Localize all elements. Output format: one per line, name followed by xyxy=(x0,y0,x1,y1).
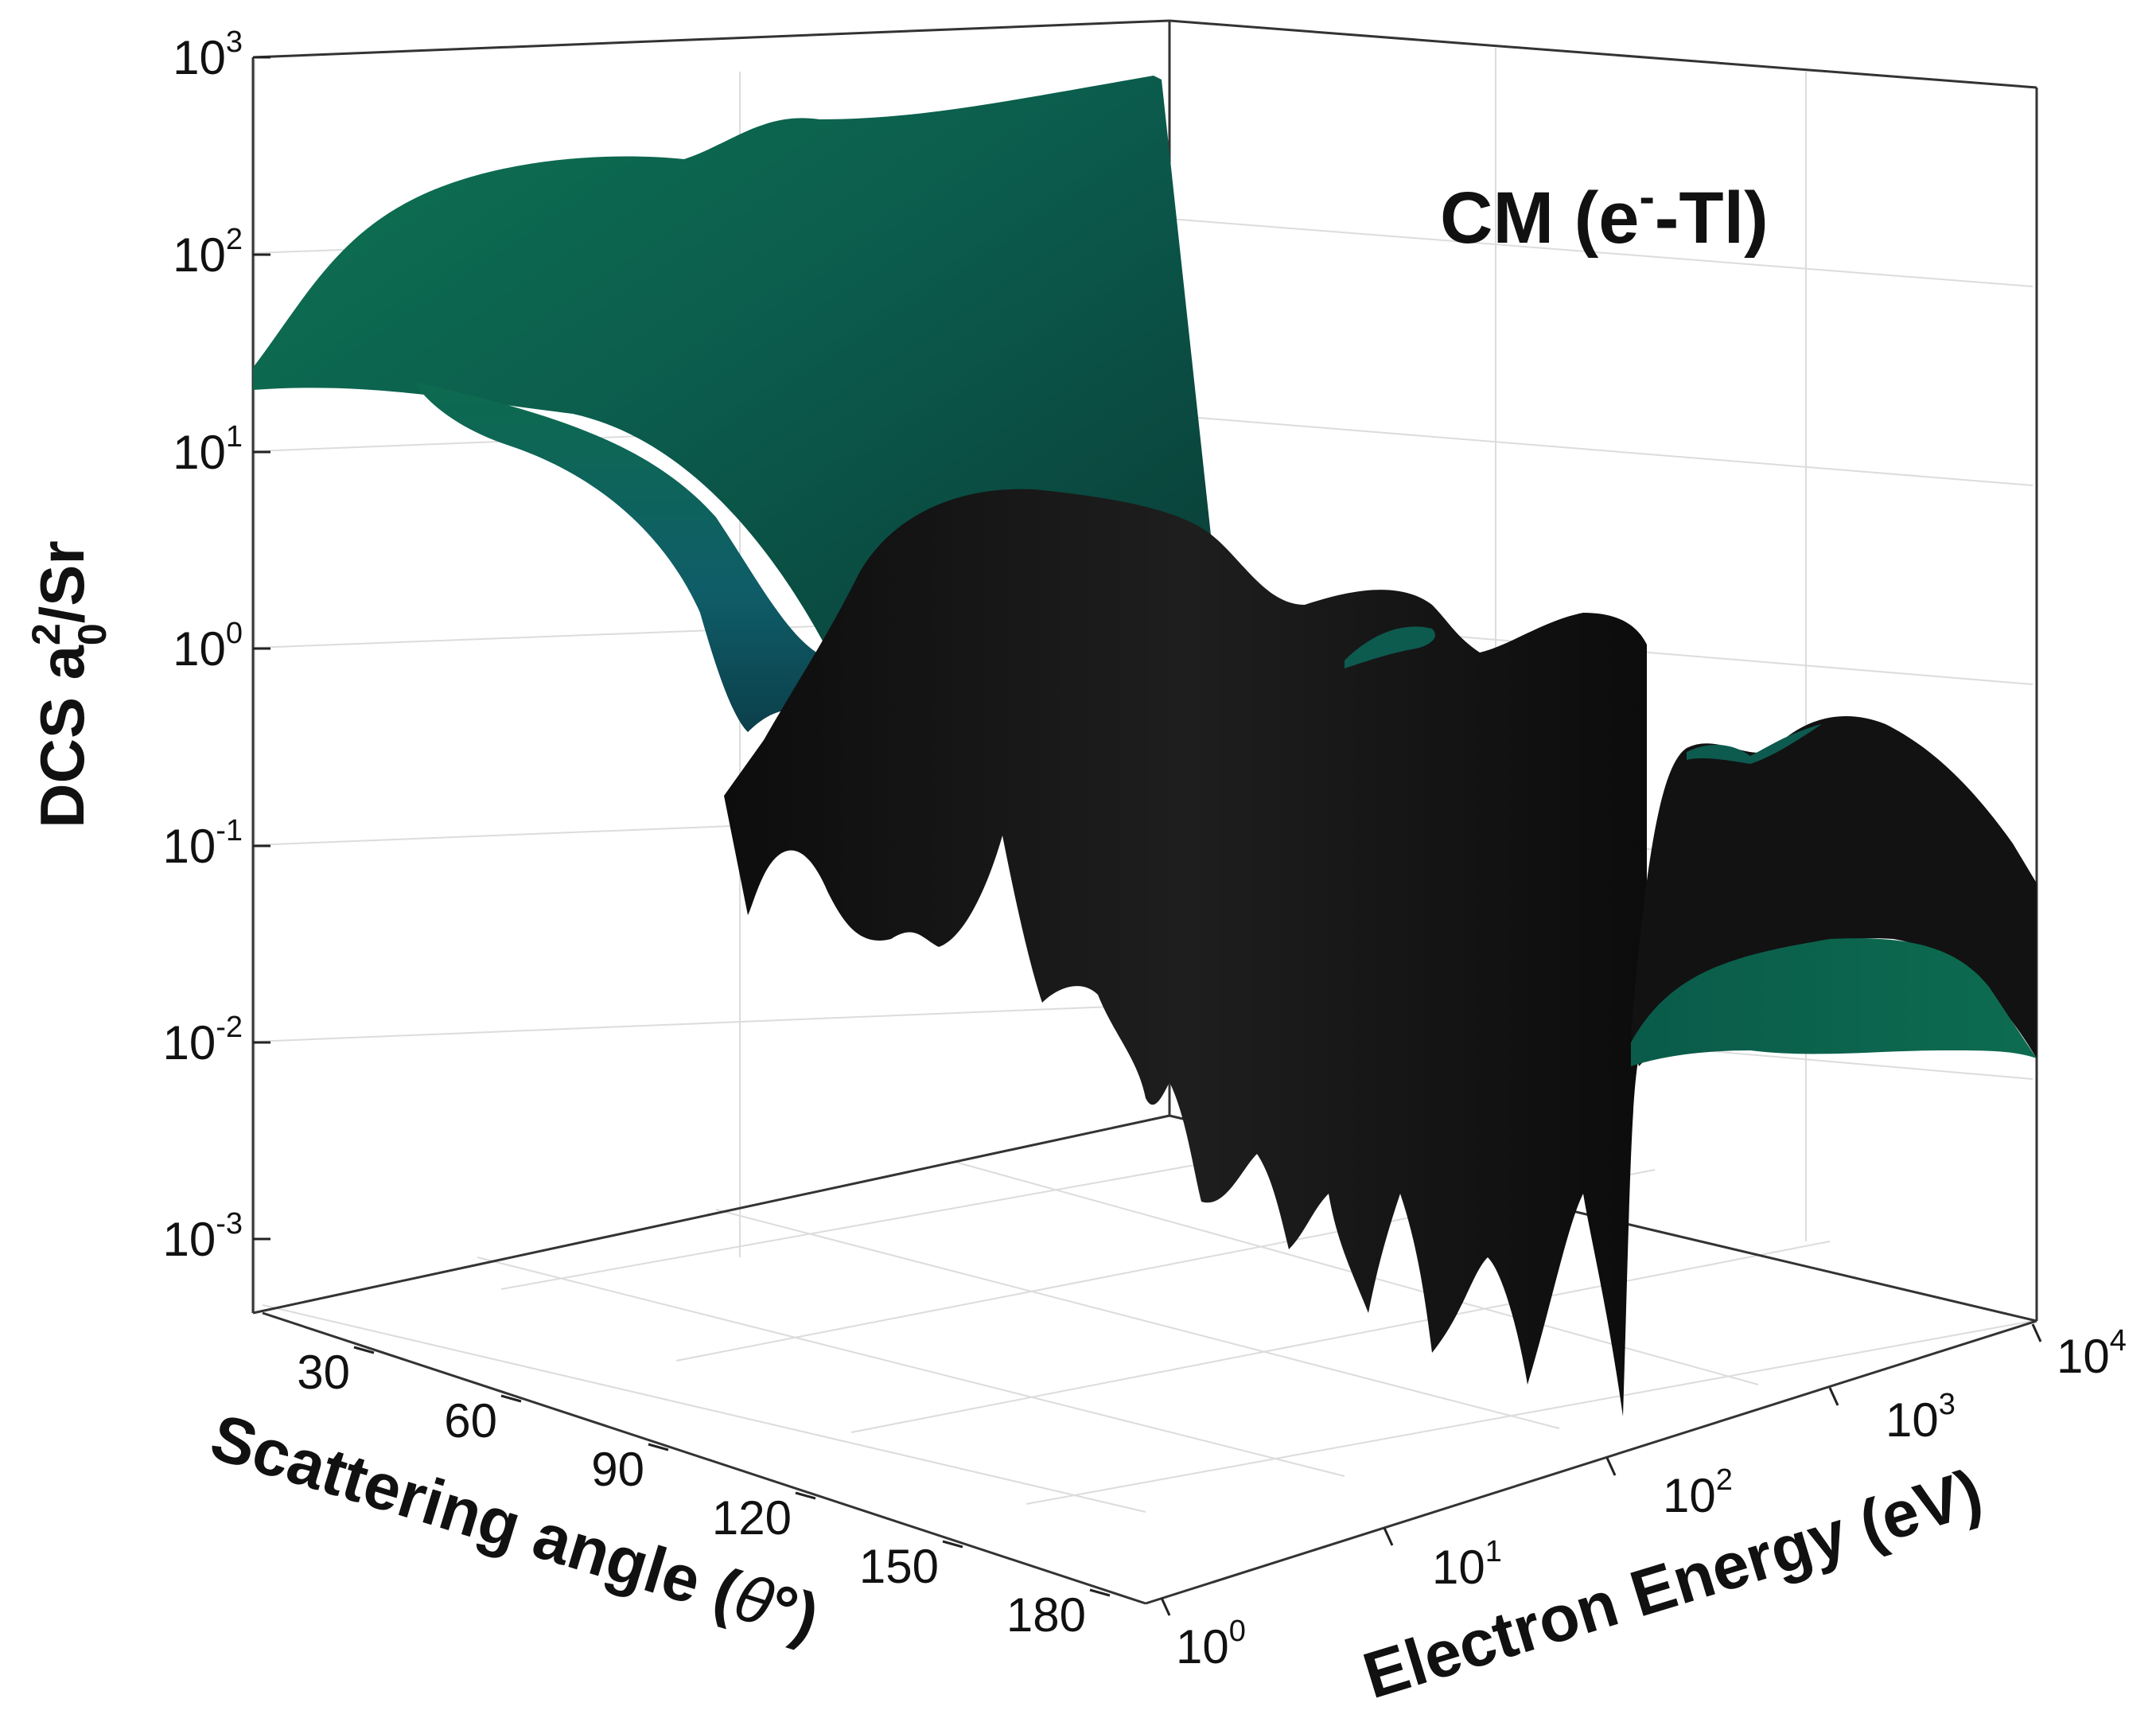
z-tick-labels: 103 102 101 100 10-1 10-2 10-3 xyxy=(162,25,243,1266)
surface-dark-main xyxy=(724,489,1647,1416)
x-tick-label: 60 xyxy=(444,1394,497,1447)
surface-green-ridge-mid xyxy=(1345,626,1435,668)
surface xyxy=(253,76,2037,1416)
chart-title: CM (e--Tl) xyxy=(1440,171,1769,259)
y-tick-labels: 100 101 102 103 104 xyxy=(1176,1324,2127,1673)
y-tick-label: 100 xyxy=(1176,1615,1246,1673)
y-axis-ticks xyxy=(1160,1323,2042,1616)
y-tick-label: 101 xyxy=(1432,1535,1502,1594)
x-tick-label: 90 xyxy=(591,1443,644,1496)
x-tick-labels: 30 60 90 120 150 180 xyxy=(297,1346,1086,1642)
x-tick-label: 180 xyxy=(1006,1588,1086,1642)
z-tick-label: 101 xyxy=(173,420,243,479)
surface-green-ridge-right xyxy=(1687,724,1822,764)
y-tick-label: 104 xyxy=(2057,1324,2127,1383)
z-axis-title: DCS a20/Sr xyxy=(24,540,115,828)
x-axis-ticks xyxy=(353,1346,1111,1597)
x-tick-label: 30 xyxy=(297,1346,350,1399)
surface-green-right xyxy=(1631,938,2037,1066)
z-tick-label: 10-3 xyxy=(162,1207,243,1266)
y-tick-label: 103 xyxy=(1886,1388,1956,1447)
x-tick-label: 150 xyxy=(859,1540,939,1593)
x-tick-label: 120 xyxy=(712,1491,792,1545)
y-tick-label: 102 xyxy=(1663,1463,1733,1522)
z-tick-label: 103 xyxy=(173,25,243,84)
z-tick-label: 10-1 xyxy=(162,814,243,873)
z-tick-label: 102 xyxy=(173,223,243,282)
z-tick-label: 100 xyxy=(173,617,243,676)
surface-blue-valley xyxy=(414,382,915,732)
z-axis-ticks xyxy=(253,56,270,1241)
z-tick-label: 10-2 xyxy=(162,1011,243,1069)
